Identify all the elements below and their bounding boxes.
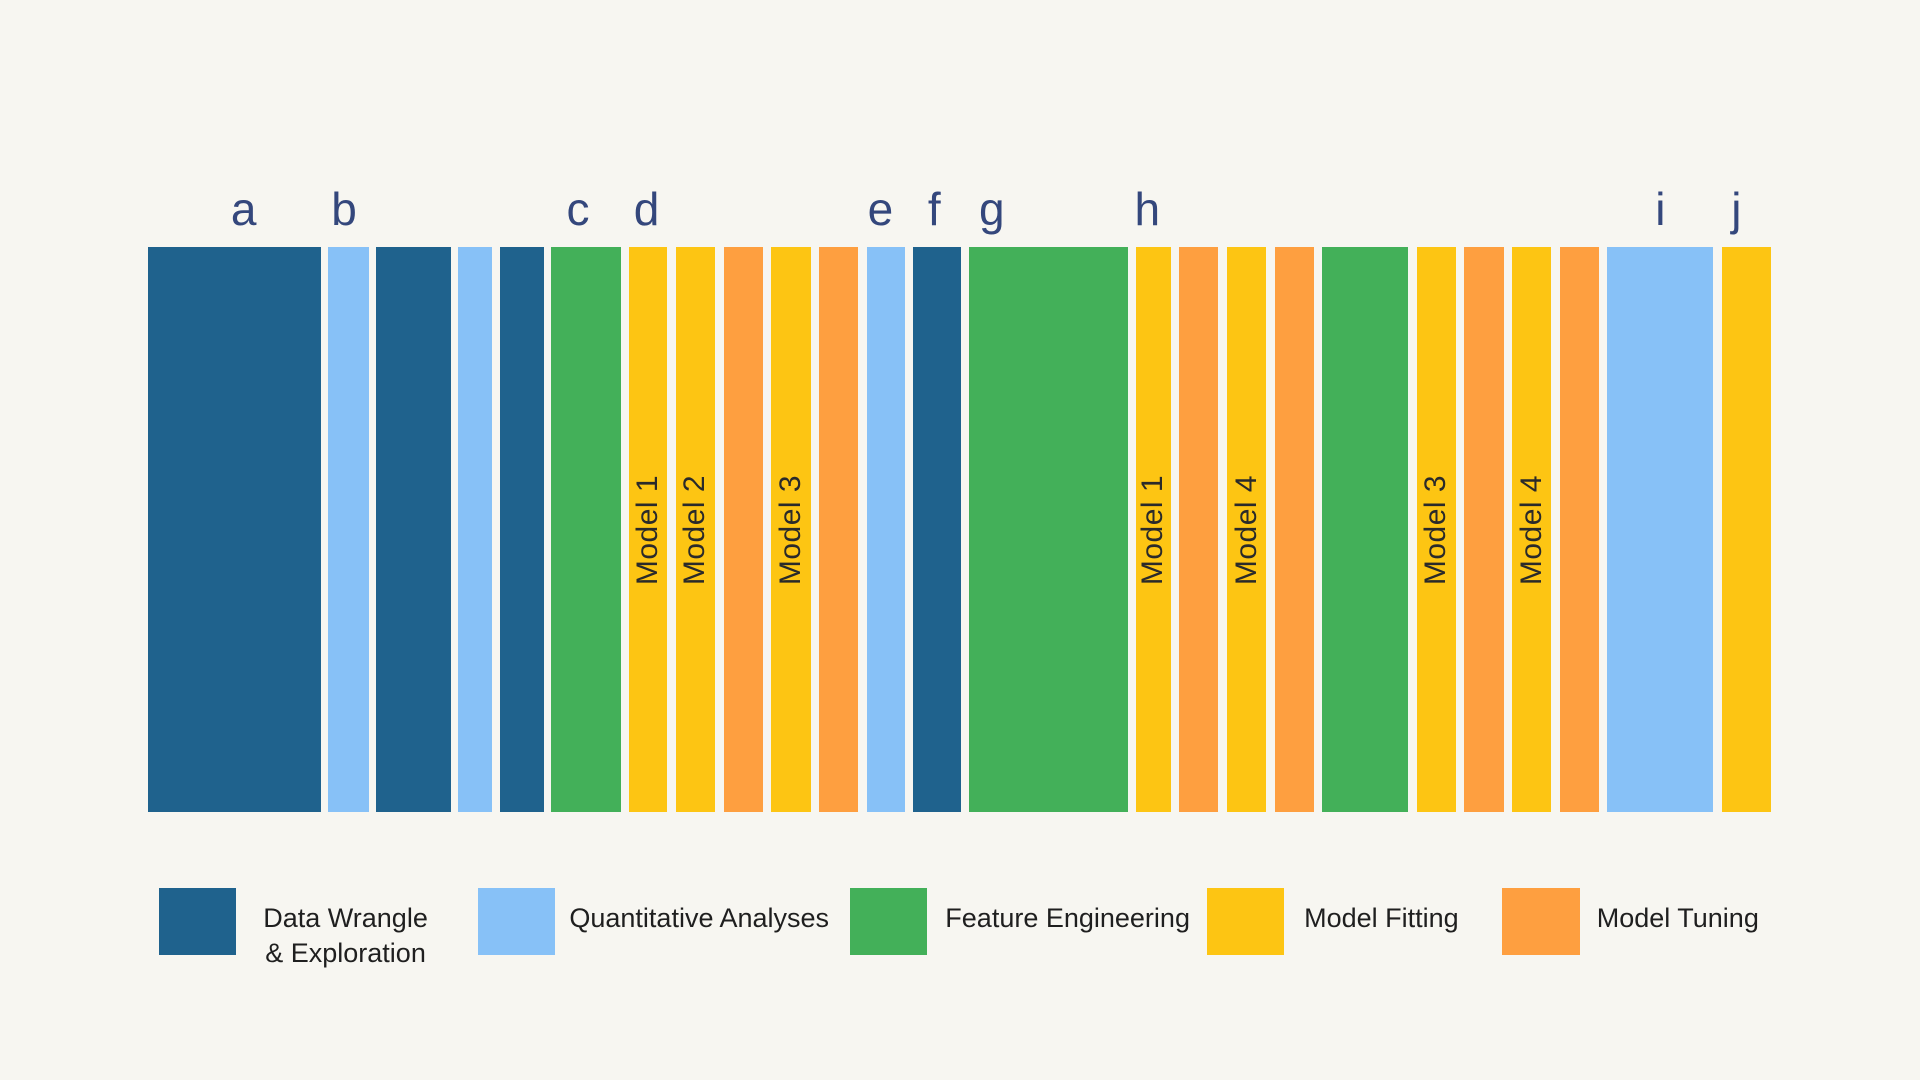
segment-letter: c xyxy=(566,183,590,236)
segment-bar-quantitative xyxy=(457,247,493,812)
legend-swatch-data-wrangle xyxy=(159,887,237,956)
segment-model-label: Model 4 xyxy=(1229,474,1263,585)
legend-label-line: Model Tuning xyxy=(1596,903,1759,934)
segment-bar-fitting: Model 4 xyxy=(1512,247,1552,812)
segment-bar-fitting: Model 3 xyxy=(1416,247,1456,812)
segment-bar-data-wrangle xyxy=(375,247,451,812)
legend-label: Quantitative Analyses xyxy=(569,901,829,936)
segment-bar-fitting: Model 1 xyxy=(629,247,668,812)
segment-bar-fitting: Model 1 xyxy=(1136,247,1171,812)
segment-bar-fitting: Model 3 xyxy=(771,247,811,812)
segment-model-label: Model 4 xyxy=(1514,474,1548,585)
segment-model-label: Model 3 xyxy=(1419,474,1453,585)
segment-letter: i xyxy=(1655,183,1666,236)
segment-bar-feature xyxy=(551,247,621,812)
legend-label: Model Fitting xyxy=(1304,901,1459,936)
legend-swatch-feature xyxy=(849,887,927,956)
segment-model-label: Model 1 xyxy=(1136,474,1170,585)
segment-letter: e xyxy=(867,183,894,236)
legend-label-line: Feature Engineering xyxy=(945,903,1190,934)
segment-bar-tuning xyxy=(819,247,859,812)
segment-bar-fitting: Model 2 xyxy=(675,247,716,812)
segment-model-label: Model 1 xyxy=(631,474,665,585)
segment-bar-quantitative xyxy=(1606,247,1714,812)
segment-letter: g xyxy=(979,183,1005,236)
segment-bar-tuning xyxy=(1179,247,1219,812)
segment-bar-feature xyxy=(1322,247,1409,812)
segment-bar-feature xyxy=(968,247,1128,812)
legend-label-line: & Exploration xyxy=(265,938,426,969)
legend-label-line: Model Fitting xyxy=(1304,903,1459,934)
segment-bar-data-wrangle xyxy=(913,247,962,812)
legend-label: Model Tuning xyxy=(1597,901,1759,936)
legend-swatch-tuning xyxy=(1502,887,1580,956)
segment-model-label: Model 3 xyxy=(774,474,807,585)
segment-letter: b xyxy=(331,183,357,236)
segment-bar-data-wrangle xyxy=(148,247,321,812)
segment-bar-fitting: Model 4 xyxy=(1226,247,1267,812)
segment-letter: j xyxy=(1731,183,1742,236)
legend-label: Feature Engineering xyxy=(945,901,1190,936)
segment-bar-quantitative xyxy=(866,247,905,812)
segment-model-label: Model 2 xyxy=(678,474,712,585)
legend-label-line: Data Wrangle xyxy=(263,903,428,934)
segment-bar-quantitative xyxy=(328,247,369,812)
segment-bar-tuning xyxy=(1560,247,1600,812)
segment-letter: f xyxy=(927,183,941,236)
segment-bar-tuning xyxy=(723,247,763,812)
legend-label-line: Quantitative Analyses xyxy=(569,903,830,934)
legend-swatch-fitting xyxy=(1207,887,1285,956)
segment-bar-tuning xyxy=(1274,247,1314,812)
segment-bar-fitting xyxy=(1721,247,1771,812)
segment-bar-data-wrangle xyxy=(499,247,544,812)
segment-bar-tuning xyxy=(1464,247,1504,812)
legend-label: Data Wrangle & Exploration xyxy=(263,901,428,971)
segment-letter: d xyxy=(633,183,660,236)
segment-letter: a xyxy=(230,183,257,236)
segment-letter: h xyxy=(1134,183,1161,236)
legend-swatch-quantitative xyxy=(477,887,555,956)
